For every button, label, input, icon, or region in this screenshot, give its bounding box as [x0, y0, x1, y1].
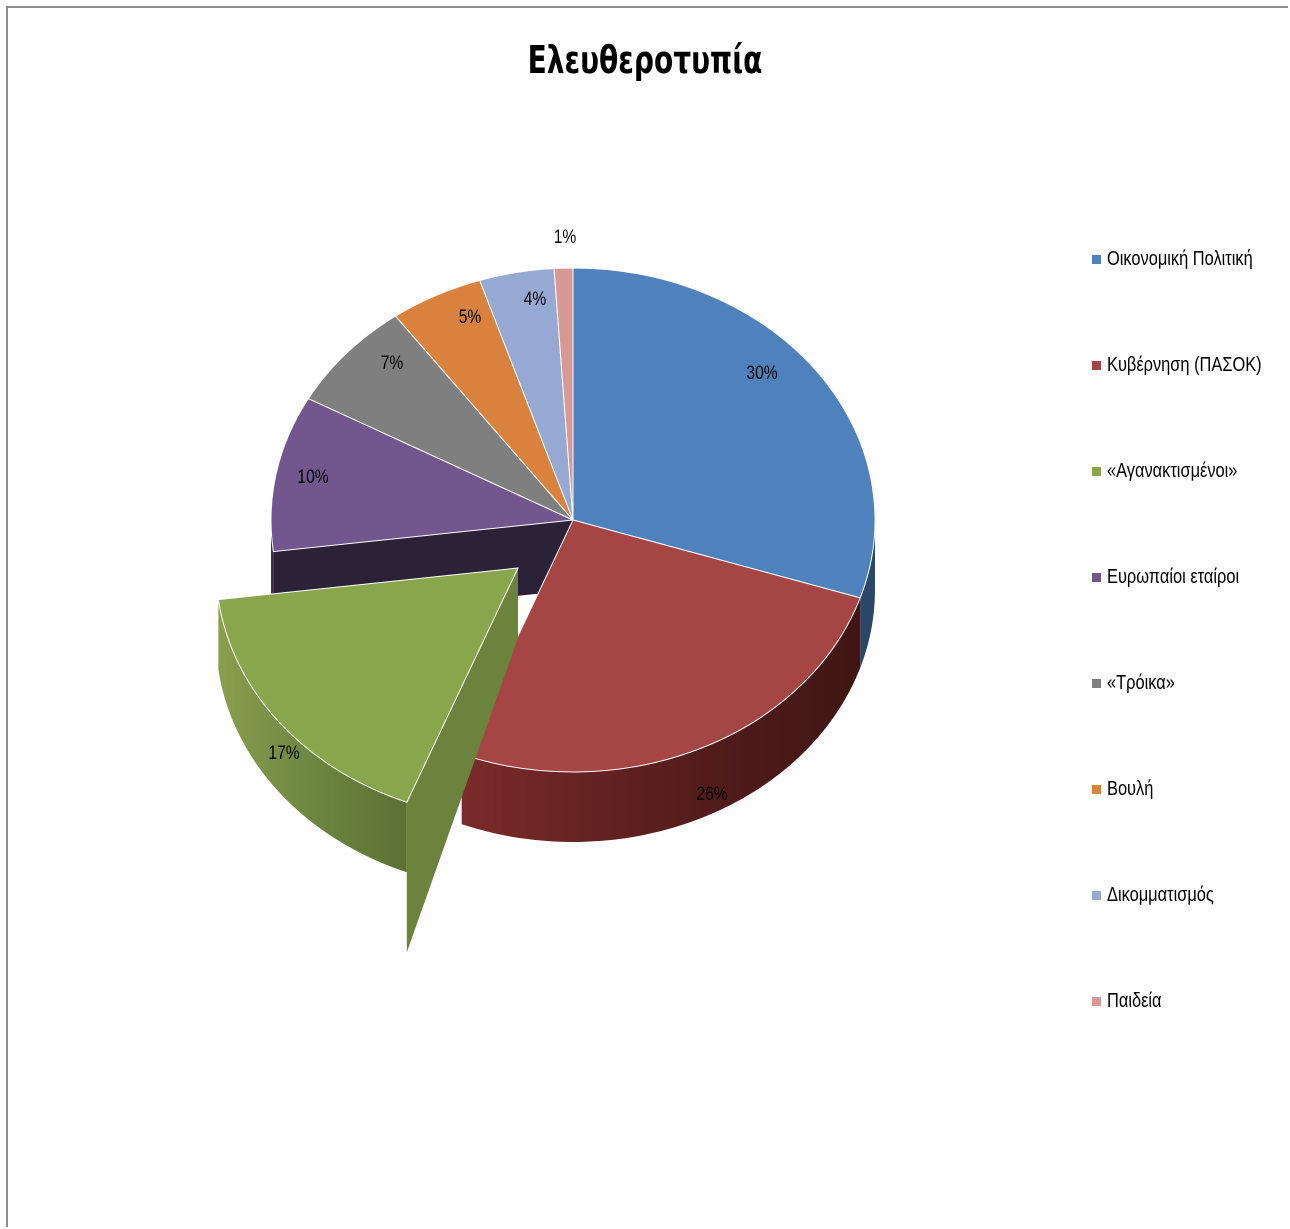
- legend-swatch: [1092, 573, 1101, 582]
- legend-swatch: [1092, 361, 1101, 370]
- pie-slice-2: [461, 519, 861, 773]
- legend-item-3: «Αγανακτισμένοι»: [1092, 460, 1266, 483]
- legend-label: «Τρόικα»: [1107, 672, 1175, 694]
- pie-slice-5: [307, 315, 574, 521]
- legend-label: «Αγανακτισμένοι»: [1107, 460, 1238, 482]
- pie-slice-4: [270, 397, 575, 553]
- pie-side-2: [461, 597, 861, 842]
- legend-label: Ευρωπαίοι εταίροι: [1107, 566, 1240, 588]
- legend-swatch: [1092, 785, 1101, 794]
- legend-item-7: Δικομματισμός: [1092, 884, 1237, 907]
- data-label-5: 7%: [381, 352, 404, 374]
- legend-item-2: Κυβέρνηση (ΠΑΣΟΚ): [1092, 354, 1290, 377]
- data-label-2: 26%: [696, 783, 727, 805]
- data-label-1: 30%: [746, 362, 777, 384]
- legend-item-1: Οικονομική Πολιτική: [1092, 248, 1285, 271]
- legend-label: Οικονομική Πολιτική: [1107, 248, 1253, 270]
- pie-side-1: [860, 520, 875, 668]
- legend-label: Δικομματισμός: [1107, 884, 1214, 906]
- legend-label: Παιδεία: [1107, 990, 1162, 1012]
- pie-wall-exploded: [406, 568, 518, 953]
- legend-swatch: [1092, 255, 1101, 264]
- legend-item-5: «Τρόικα»: [1092, 672, 1190, 695]
- legend-label: Βουλή: [1107, 778, 1154, 800]
- legend-swatch: [1092, 891, 1101, 900]
- legend-item-8: Παιδεία: [1092, 990, 1174, 1013]
- data-label-6: 5%: [459, 306, 482, 328]
- data-label-3: 17%: [268, 742, 299, 764]
- legend-swatch: [1092, 997, 1101, 1006]
- data-label-8: 1%: [554, 226, 577, 248]
- pie-slice-8: [553, 267, 574, 521]
- legend-label: Κυβέρνηση (ΠΑΣΟΚ): [1107, 354, 1262, 376]
- data-label-7: 4%: [524, 288, 547, 310]
- legend-item-4: Ευρωπαίοι εταίροι: [1092, 566, 1268, 589]
- pie-slice-1: [572, 267, 876, 599]
- legend-swatch: [1092, 679, 1101, 688]
- chart-title: Ελευθεροτυπία: [527, 38, 763, 82]
- pie-side-exploded: [218, 599, 407, 873]
- data-label-4: 10%: [297, 466, 328, 488]
- legend-swatch: [1092, 467, 1101, 476]
- legend-item-6: Βουλή: [1092, 778, 1164, 801]
- pie-slice-3: [217, 567, 519, 803]
